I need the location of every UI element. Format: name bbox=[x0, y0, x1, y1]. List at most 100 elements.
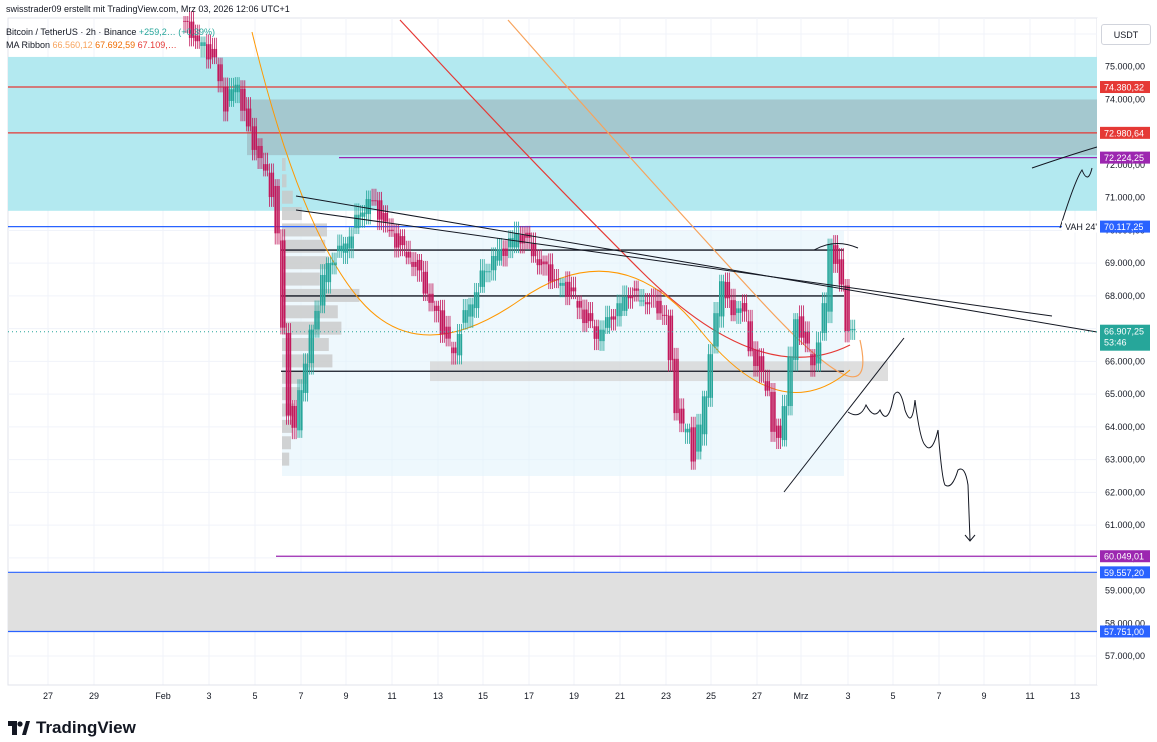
candle-body bbox=[850, 329, 852, 330]
candle-body bbox=[689, 429, 691, 433]
candle-body bbox=[343, 244, 345, 253]
candle-body bbox=[584, 310, 586, 323]
ma-ribbon-value-2: 67.692,59 bbox=[95, 40, 135, 50]
candle-body bbox=[371, 200, 373, 201]
candle-body bbox=[292, 406, 294, 428]
candle-body bbox=[653, 295, 655, 296]
x-tick-label: Mrz bbox=[794, 691, 809, 701]
volume-profile-bar bbox=[282, 453, 289, 466]
candle-body bbox=[616, 303, 618, 316]
volume-profile-bar bbox=[282, 158, 286, 171]
candle-body bbox=[588, 313, 590, 321]
candle-body bbox=[219, 64, 221, 81]
candle-body bbox=[223, 87, 225, 112]
y-tick-label: 57.000,00 bbox=[1105, 651, 1145, 661]
x-tick-label: 21 bbox=[615, 691, 625, 701]
candle-body bbox=[470, 304, 472, 316]
candle-body bbox=[542, 262, 544, 265]
candle-body bbox=[622, 297, 624, 311]
candle-body bbox=[337, 246, 339, 251]
candle-body bbox=[787, 356, 789, 406]
candle-body bbox=[685, 429, 687, 433]
candle-body bbox=[214, 49, 216, 57]
candle-body bbox=[413, 262, 415, 267]
candle-body bbox=[831, 244, 833, 312]
candle-body bbox=[244, 89, 246, 111]
symbol-legend[interactable]: Bitcoin / TetherUS · 2h · Binance +259,2… bbox=[6, 27, 215, 37]
candle-body bbox=[419, 260, 421, 270]
price-tag-text: 72.980,64 bbox=[1104, 128, 1144, 138]
candle-body bbox=[624, 297, 626, 311]
candle-body bbox=[763, 356, 765, 372]
candle-body bbox=[742, 303, 744, 311]
candle-body bbox=[350, 236, 352, 248]
candle-body bbox=[324, 275, 326, 306]
candle-body bbox=[824, 303, 826, 333]
candle-body bbox=[210, 44, 212, 59]
candle-body bbox=[795, 319, 797, 360]
candle-body bbox=[791, 356, 793, 406]
ma-ribbon-legend[interactable]: MA Ribbon 66.560,12 67.692,59 67.109,… bbox=[6, 40, 177, 50]
candle-body bbox=[293, 406, 295, 428]
candle-body bbox=[347, 244, 349, 253]
candle-body bbox=[288, 333, 290, 416]
candle-body bbox=[216, 49, 218, 57]
x-tick-label: 15 bbox=[478, 691, 488, 701]
candle-body bbox=[561, 283, 563, 286]
candle-body bbox=[309, 330, 311, 363]
candle-body bbox=[476, 292, 478, 308]
candle-body bbox=[592, 313, 594, 321]
candle-body bbox=[548, 264, 550, 281]
candle-body bbox=[236, 85, 238, 92]
candle-body bbox=[677, 359, 679, 413]
candle-body bbox=[506, 249, 508, 256]
candle-body bbox=[597, 326, 599, 339]
candle-body bbox=[312, 330, 314, 363]
candle-body bbox=[392, 230, 394, 231]
candle-body bbox=[554, 279, 556, 280]
candle-body bbox=[607, 317, 609, 328]
y-tick-label: 69.000,00 bbox=[1105, 258, 1145, 268]
candle-body bbox=[768, 381, 770, 391]
candle-body bbox=[463, 310, 465, 323]
candle-body bbox=[388, 230, 390, 231]
currency-button[interactable]: USDT bbox=[1101, 24, 1151, 45]
candle-body bbox=[345, 244, 347, 253]
candle-body bbox=[254, 126, 256, 150]
ma-ribbon-value-3: 67.109,… bbox=[138, 40, 177, 50]
candle-body bbox=[793, 319, 795, 360]
candle-body bbox=[837, 245, 839, 264]
candle-body bbox=[774, 392, 776, 432]
candle-body bbox=[276, 186, 278, 233]
x-tick-label: 9 bbox=[343, 691, 348, 701]
candle-body bbox=[442, 310, 444, 334]
candle-body bbox=[702, 396, 704, 434]
price-tag-text: 57.751,00 bbox=[1104, 627, 1144, 637]
candle-body bbox=[658, 301, 660, 313]
candle-body bbox=[356, 215, 358, 228]
candle-body bbox=[539, 259, 541, 265]
candle-body bbox=[546, 262, 548, 265]
candle-body bbox=[668, 316, 670, 361]
candle-body bbox=[782, 406, 784, 440]
y-tick-label: 63.000,00 bbox=[1105, 455, 1145, 465]
candle-body bbox=[820, 342, 822, 363]
candle-body bbox=[683, 409, 685, 424]
y-tick-label: 62.000,00 bbox=[1105, 487, 1145, 497]
volume-profile-bar bbox=[282, 174, 287, 187]
candle-body bbox=[305, 364, 307, 393]
candle-body bbox=[318, 311, 320, 330]
candle-body bbox=[615, 316, 617, 319]
candle-body bbox=[333, 262, 335, 265]
candle-body bbox=[368, 199, 370, 214]
candle-body bbox=[711, 354, 713, 398]
candle-body bbox=[280, 240, 282, 327]
candle-body bbox=[407, 252, 409, 258]
candle-body bbox=[311, 330, 313, 363]
candle-body bbox=[449, 327, 451, 339]
candle-body bbox=[594, 326, 596, 339]
candle-body bbox=[426, 272, 428, 294]
candle-body bbox=[394, 233, 396, 247]
candle-body bbox=[227, 87, 229, 112]
